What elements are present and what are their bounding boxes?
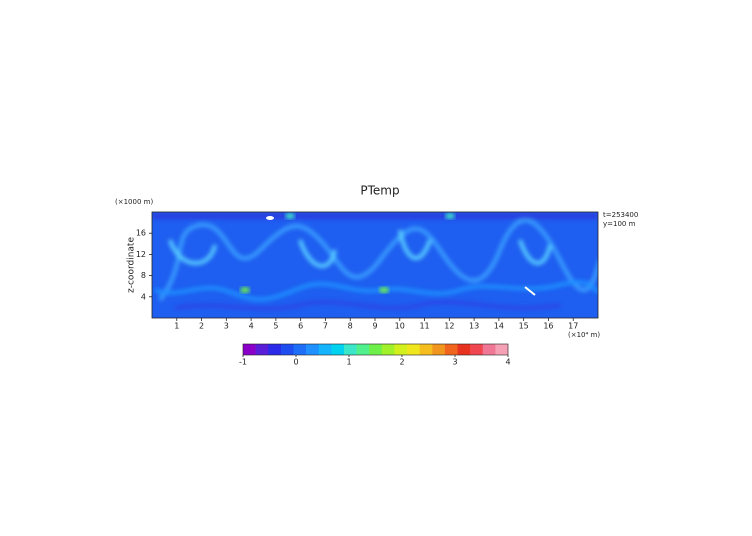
x-tick-label: 13 xyxy=(469,322,479,331)
colorbar-frame xyxy=(242,343,509,356)
colorbar-swatch xyxy=(457,344,471,355)
x-tick-label: 12 xyxy=(444,322,454,331)
colorbar-swatch xyxy=(268,344,282,355)
colorbar-swatch xyxy=(331,344,345,355)
y-unit: (×1000 m) xyxy=(115,198,153,206)
x-tick-label: 7 xyxy=(323,322,328,331)
y-tick-label: 12 xyxy=(136,250,146,259)
x-tick-label: 11 xyxy=(419,322,429,331)
x-tick-label: 15 xyxy=(519,322,529,331)
x-tick-label: 8 xyxy=(348,322,353,331)
x-tick-label: 5 xyxy=(273,322,278,331)
colorbar-swatch xyxy=(482,344,496,355)
chart-title: PTemp xyxy=(360,184,399,198)
colorbar-tick-label: 2 xyxy=(399,358,404,367)
colorbar-swatch xyxy=(419,344,433,355)
colorbar-swatch xyxy=(394,344,408,355)
y-tick-label: 4 xyxy=(141,292,146,301)
colorbar-swatch xyxy=(343,344,357,355)
colorbar-swatch xyxy=(318,344,332,355)
colorbar-swatch xyxy=(444,344,458,355)
colorbar-swatch xyxy=(356,344,370,355)
x-tick-label: 14 xyxy=(494,322,504,331)
annotation: t=253400 xyxy=(603,211,638,219)
heatmap-field xyxy=(152,212,598,318)
annotation: y=100 m xyxy=(603,220,636,228)
colorbar-tick-label: 0 xyxy=(293,358,298,367)
x-tick-label: 4 xyxy=(249,322,254,331)
x-axis-label: (×10⁴ m) xyxy=(568,331,600,339)
x-tick-label: 6 xyxy=(298,322,303,331)
colorbar-tick-label: -1 xyxy=(239,358,247,367)
colorbar-swatch xyxy=(280,344,294,355)
x-tick-label: 2 xyxy=(199,322,204,331)
colorbar-tick-label: 1 xyxy=(346,358,351,367)
x-tick-label: 10 xyxy=(395,322,405,331)
x-tick-label: 9 xyxy=(372,322,377,331)
colorbar-swatch xyxy=(407,344,420,355)
colorbar-swatch xyxy=(306,344,320,355)
y-tick-label: 16 xyxy=(136,229,146,238)
x-tick-label: 17 xyxy=(568,322,578,331)
colorbar-tick-label: 4 xyxy=(505,358,510,367)
colorbar-swatch xyxy=(432,344,446,355)
y-tick-label: 8 xyxy=(141,271,146,280)
colorbar-tick-label: 3 xyxy=(452,358,457,367)
colorbar-swatch xyxy=(495,344,509,355)
colorbar-swatch xyxy=(243,344,256,355)
x-tick-label: 16 xyxy=(543,322,553,331)
y-axis-label: z-coordinate xyxy=(127,237,137,293)
colorbar-swatch xyxy=(470,344,484,355)
colorbar-swatch xyxy=(293,344,307,355)
colorbar-swatch xyxy=(255,344,269,355)
x-tick-label: 3 xyxy=(224,322,229,331)
colorbar-swatch xyxy=(369,344,383,355)
x-tick-label: 1 xyxy=(174,322,179,331)
colorbar-swatch xyxy=(381,344,395,355)
